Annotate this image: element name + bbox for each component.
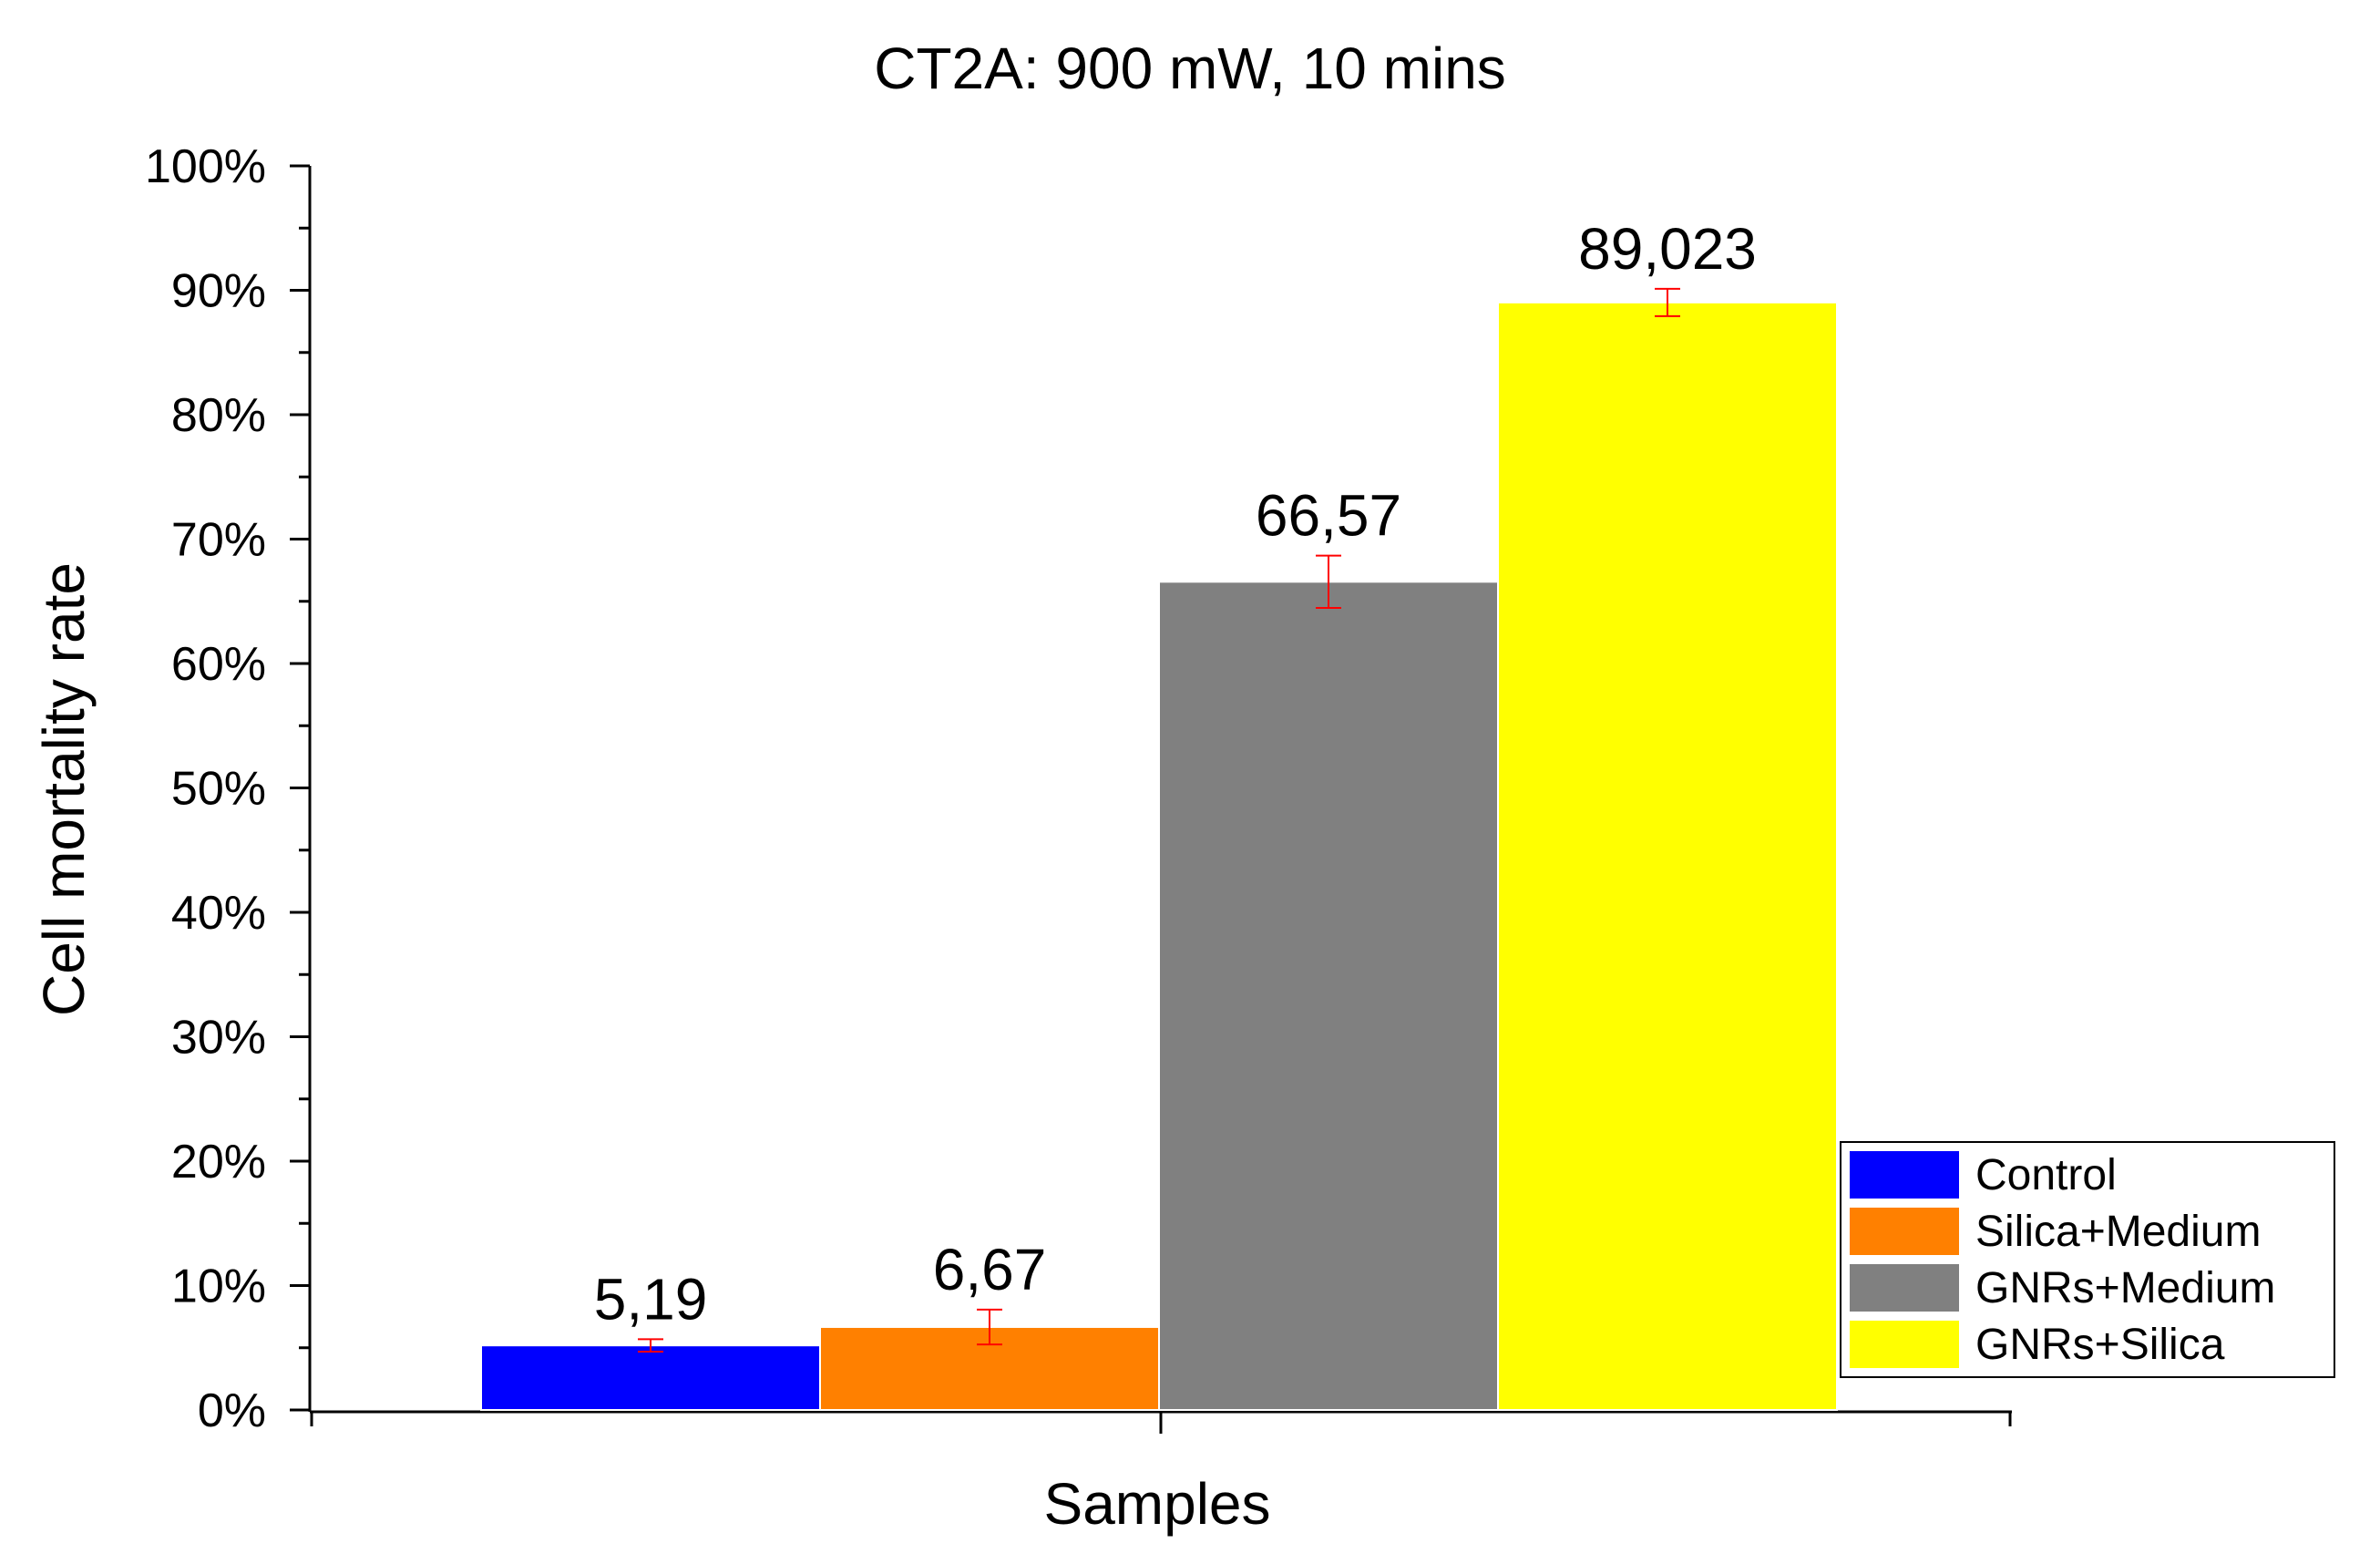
x-axis — [310, 1410, 2012, 1434]
data-label: 6,67 — [933, 1237, 1047, 1302]
y-tick-label: 40% — [171, 887, 266, 940]
legend-swatch — [1850, 1321, 1959, 1368]
y-tick-label: 20% — [171, 1136, 266, 1188]
bar-gnrs-medium — [1158, 581, 1499, 1411]
data-label: 89,023 — [1578, 216, 1757, 282]
chart-title: CT2A: 900 mW, 10 mins — [874, 36, 1506, 101]
legend-label: Control — [1975, 1151, 2117, 1199]
legend-label: Silica+Medium — [1975, 1208, 2261, 1256]
data-label: 5,19 — [594, 1266, 708, 1332]
x-axis-label: Samples — [1044, 1471, 1271, 1537]
y-axis-label: Cell mortality rate — [31, 562, 97, 1016]
data-label: 66,57 — [1256, 483, 1401, 549]
bars — [480, 301, 1838, 1411]
y-tick-label: 80% — [171, 389, 266, 442]
bar-control — [480, 1344, 821, 1411]
y-tick-label: 90% — [171, 265, 266, 318]
y-tick-label: 70% — [171, 514, 266, 567]
y-tick-label: 10% — [171, 1260, 266, 1313]
bar-gnrs-silica — [1497, 301, 1838, 1411]
legend: Control Silica+Medium GNRs+Medium GNRs+Sili… — [1840, 1141, 2335, 1378]
y-tick-label: 50% — [171, 763, 266, 816]
y-tick-label: 0% — [198, 1384, 266, 1437]
y-tick-label: 30% — [171, 1012, 266, 1065]
legend-swatch — [1850, 1264, 1959, 1312]
legend-label: GNRs+Silica — [1975, 1321, 2225, 1369]
legend-label: GNRs+Medium — [1975, 1264, 2275, 1312]
y-axis: 0% 10% 20% 30% 40% 50% 60% 70% 80% 90% 100% — [145, 140, 312, 1437]
y-tick-label: 100% — [145, 140, 266, 193]
y-tick-label: 60% — [171, 638, 266, 691]
legend-swatch — [1850, 1151, 1959, 1199]
error-bars — [638, 287, 1680, 1353]
value-labels: 5,19 6,67 66,57 89,023 — [594, 216, 1757, 1332]
legend-swatch — [1850, 1208, 1959, 1255]
